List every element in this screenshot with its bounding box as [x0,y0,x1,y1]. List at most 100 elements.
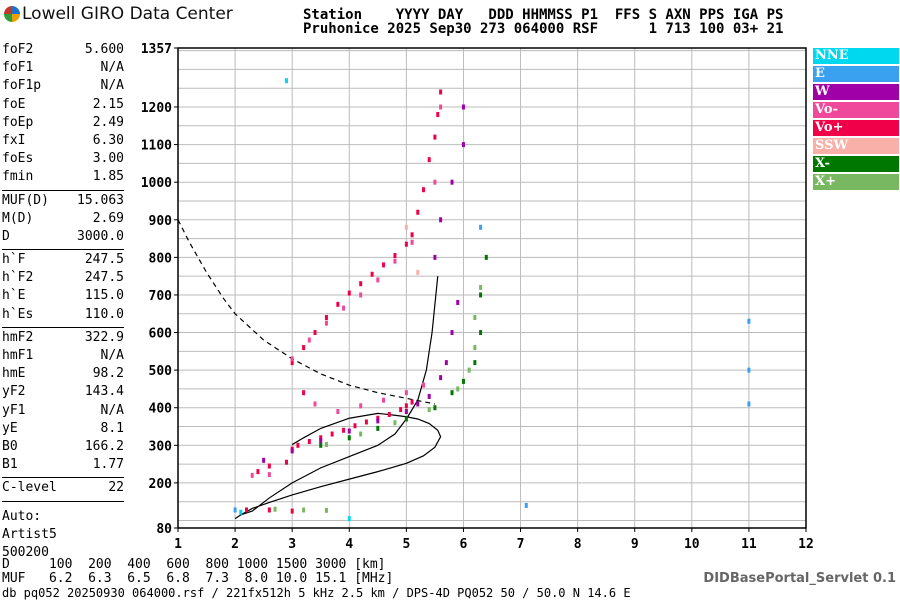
echo-point [376,415,380,421]
param-label: yE [2,420,18,436]
scaled-parameters-panel: foF2 5.600 foF1 N/A foF1p N/A foE 2.15 foEp 2.49 f… [2,42,124,562]
echo-point [324,442,328,448]
param-value: 6.30 [92,132,124,148]
param-row: MUF(D) 15.063 [2,193,124,211]
echo-point [404,390,408,396]
param-value: 2.69 [92,210,124,226]
echo-point [479,224,483,230]
param-label: foF1 [2,60,34,76]
echo-point [290,508,294,514]
param-value: 247.5 [84,252,124,268]
echo-point [479,292,483,298]
echo-point [336,301,340,307]
echo-point [359,431,363,437]
legend-entry: Vo+ [813,120,899,136]
param-row: foE 2.15 [2,97,124,115]
param-label: MUF(D) [2,192,49,208]
muf-curve [177,219,436,405]
y-tick-label: 700 [149,289,173,304]
echo-point [342,427,346,433]
echo-point [461,142,465,148]
echo-point [284,459,288,465]
echo-point [239,509,243,515]
param-value: 15.063 [77,192,124,208]
echo-point [433,179,437,185]
param-label: hmF2 [2,329,34,345]
param-label: h`F [2,252,26,268]
echo-point [382,397,386,403]
echo-point [347,435,351,441]
param-row: hmF1 N/A [2,348,124,366]
echo-point [433,134,437,140]
file-info-line: db pq052 20250930 064000.rsf / 221fx512h… [2,586,631,600]
echo-point [473,315,477,321]
param-label: foE [2,96,26,112]
distance-scale-line: D 100 200 400 600 800 1000 1500 3000 [km… [2,557,386,572]
echo-point [456,386,460,392]
echo-point [353,423,357,429]
echo-point [436,112,440,118]
echo-point [370,271,374,277]
param-value: 115.0 [84,288,124,304]
echo-point [433,405,437,411]
y-tick-label: 300 [149,439,173,454]
echo-point [479,330,483,336]
echo-point [336,408,340,414]
echo-point [273,506,277,512]
echo-point [439,217,443,223]
y-tick-label: 1200 [141,101,172,116]
y-tick-label: 1000 [141,176,172,191]
param-row: foEp 2.49 [2,115,124,133]
x-tick-label: 5 [402,537,410,552]
echo-point [296,442,300,448]
echo-point [404,224,408,230]
echo-point [747,318,751,324]
param-value: 3000.0 [77,228,124,244]
echo-point [342,305,346,311]
echo-point [262,457,266,463]
echo-point [290,360,294,366]
echo-point [410,239,414,245]
param-value: 98.2 [92,366,124,382]
param-separator [2,249,124,251]
autoscaling-info: Auto: Artist5 500200 [2,508,124,562]
x-tick-label: 7 [517,537,525,552]
param-row: fxI 6.30 [2,133,124,151]
echo-point [456,299,460,305]
echo-point [302,345,306,351]
electron-density-profile [234,412,442,520]
echo-point [439,89,443,95]
legend-entry: E [813,66,899,82]
echo-point [233,507,237,513]
echo-point [747,367,751,373]
legend-entry: X+ [813,174,899,190]
echo-point [747,401,751,407]
echo-point [324,320,328,326]
param-row: fmin 1.85 [2,169,124,187]
param-row: C-level 22 [2,480,124,498]
x-tick-label: 4 [345,537,353,552]
param-row: yE 8.1 [2,421,124,439]
echo-point [256,469,260,475]
echo-point [433,254,437,260]
x-tick-label: 9 [631,537,639,552]
param-value: 1.77 [92,457,124,473]
echo-point [290,356,294,362]
brand-logo[interactable]: Lowell GIRO Data Center [4,4,233,26]
echo-point [290,448,294,454]
echo-point [319,435,323,441]
param-label: h`F2 [2,270,34,286]
header-line-2: Pruhonice 2025 Sep30 273 064000 RSF 1 71… [303,21,784,37]
param-row: h`Es 110.0 [2,307,124,325]
echo-point [376,425,380,431]
param-value: 2.15 [92,96,124,112]
echo-point [359,281,363,287]
echo-point [439,375,443,381]
param-value: 3.00 [92,151,124,167]
legend-entry: SSW [813,138,899,154]
param-row: hmF2 322.9 [2,330,124,348]
param-label: fmin [2,169,34,185]
param-row: hmE 98.2 [2,366,124,384]
param-value: N/A [100,60,124,76]
